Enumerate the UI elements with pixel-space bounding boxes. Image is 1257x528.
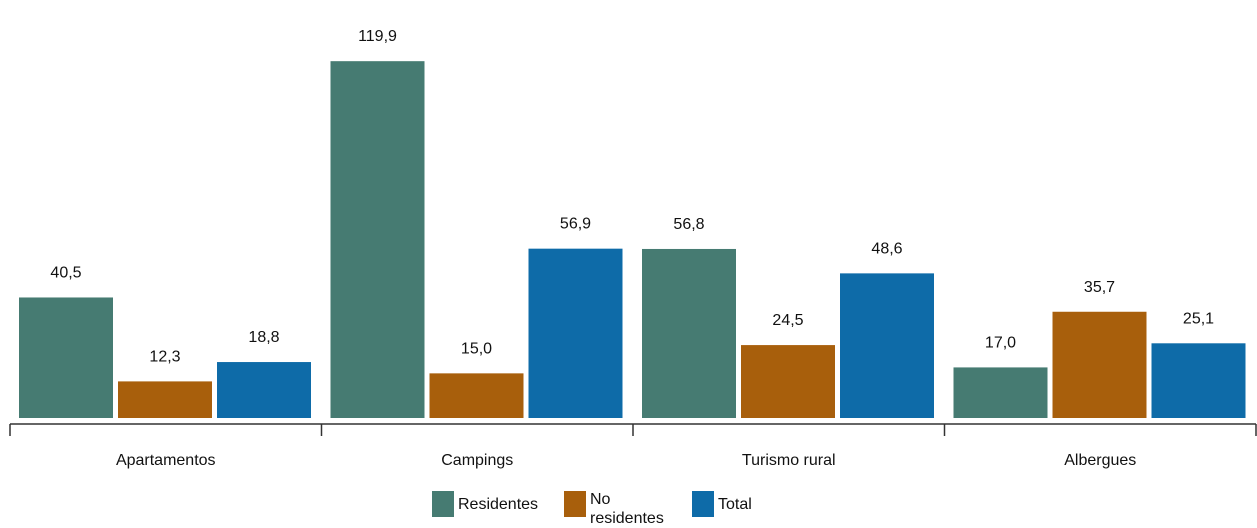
bar-total-turismo-rural [840,273,934,418]
data-label-residentes-turismo-rural: 56,8 [673,216,704,233]
data-label-total-albergues: 25,1 [1183,310,1214,327]
data-label-total-campings: 56,9 [560,216,591,233]
data-label-no-residentes-apartamentos: 12,3 [149,348,180,365]
x-tick-label-campings: Campings [441,452,513,469]
legend-label-residentes: Residentes [458,496,539,513]
legend-item-residentes: Residentes [432,490,554,517]
legend-swatch-residentes [432,491,454,517]
legend-label-total: Total [718,496,752,513]
bar-no-residentes-albergues [1052,311,1147,418]
data-label-no-residentes-campings: 15,0 [461,340,492,357]
bar-chart: 40,5 12,3 18,8 119,9 15,0 56,9 56,8 24,5 48,6 17,… [9,28,1257,469]
bar-total-campings [528,248,623,418]
legend-swatch-no-residentes [564,491,586,517]
data-label-no-residentes-albergues: 35,7 [1084,279,1115,296]
data-label-residentes-apartamentos: 40,5 [50,264,81,281]
bar-residentes-albergues [953,367,1048,418]
legend-item-no-residentes: No residentes [564,490,682,528]
legend: Residentes No residentes Total [432,490,788,527]
x-tick-label-turismo-rural: Turismo rural [742,452,836,469]
x-tick-label-albergues: Albergues [1064,452,1136,469]
bar-residentes-apartamentos [19,297,113,418]
legend-label-no-residentes: No residentes [590,491,664,527]
data-label-no-residentes-turismo-rural: 24,5 [772,312,803,329]
bar-no-residentes-turismo-rural [741,345,835,418]
data-label-total-apartamentos: 18,8 [248,329,279,346]
bar-no-residentes-apartamentos [118,381,212,418]
x-axis: Apartamentos Campings Turismo rural Albergu… [9,423,1257,469]
bar-residentes-turismo-rural [642,248,736,418]
bar-total-albergues [1151,343,1246,418]
data-label-total-turismo-rural: 48,6 [871,240,902,257]
data-label-residentes-albergues: 17,0 [985,334,1016,351]
data-label-residentes-campings: 119,9 [358,28,397,45]
data-labels-group: 40,5 12,3 18,8 119,9 15,0 56,9 56,8 24,5 48,6 17,… [50,28,1214,365]
bar-residentes-campings [330,61,425,418]
legend-swatch-total [692,491,714,517]
bar-total-apartamentos [217,362,311,418]
bar-no-residentes-campings [429,373,524,418]
bars-group [19,61,1246,418]
x-tick-label-apartamentos: Apartamentos [116,452,216,469]
legend-item-total: Total [692,490,778,517]
